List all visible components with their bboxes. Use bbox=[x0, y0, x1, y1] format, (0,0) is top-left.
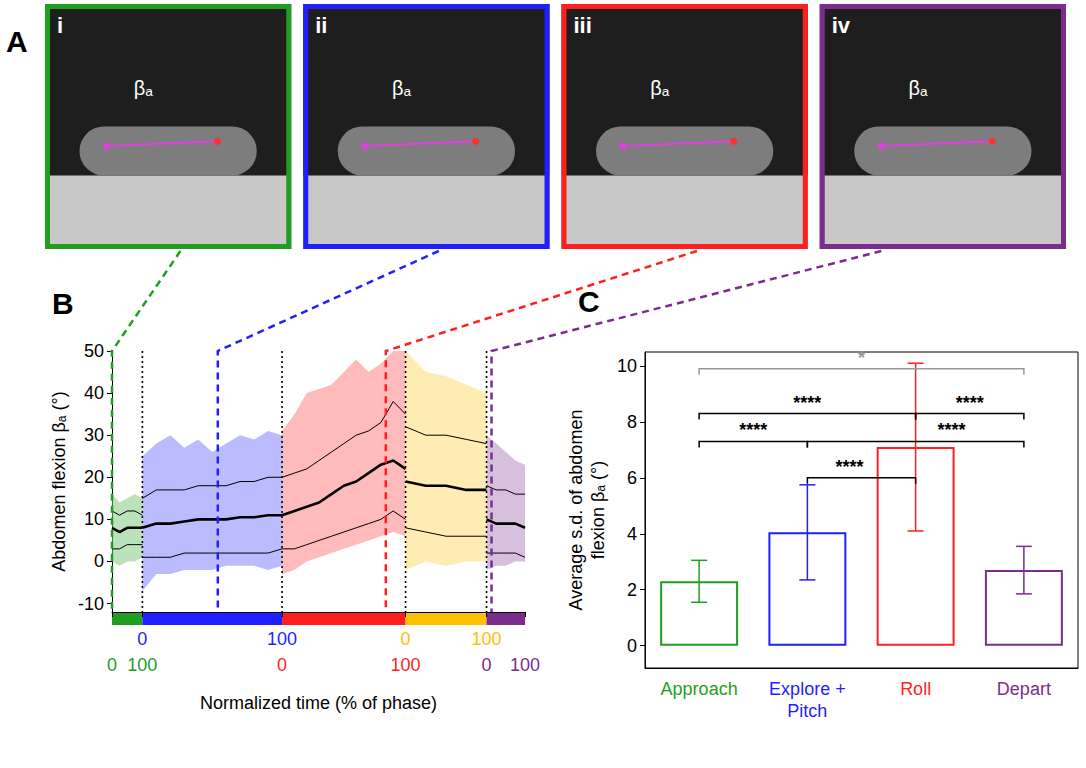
svg-text:****: **** bbox=[938, 420, 966, 440]
svg-text:Approach: Approach bbox=[661, 679, 738, 699]
svg-text:Depart: Depart bbox=[997, 679, 1051, 699]
svg-text:40: 40 bbox=[84, 383, 104, 403]
svg-text:0: 0 bbox=[137, 629, 147, 649]
svg-text:****: **** bbox=[956, 393, 984, 413]
svg-text:Pitch: Pitch bbox=[787, 701, 827, 721]
svg-text:βₐ: βₐ bbox=[392, 77, 412, 99]
svg-text:ii: ii bbox=[315, 13, 327, 38]
svg-text:Normalized time (% of phase): Normalized time (% of phase) bbox=[200, 693, 437, 713]
svg-text:100: 100 bbox=[127, 655, 157, 675]
svg-text:Explore +: Explore + bbox=[769, 679, 846, 699]
svg-text:0: 0 bbox=[94, 551, 104, 571]
svg-text:i: i bbox=[57, 13, 63, 38]
svg-text:100: 100 bbox=[391, 655, 421, 675]
svg-text:30: 30 bbox=[84, 425, 104, 445]
svg-text:50: 50 bbox=[84, 341, 104, 361]
svg-text:****: **** bbox=[835, 457, 863, 477]
svg-text:*: * bbox=[858, 348, 865, 368]
svg-text:****: **** bbox=[739, 420, 767, 440]
svg-text:flexion βₐ (°): flexion βₐ (°) bbox=[588, 461, 608, 559]
svg-text:4: 4 bbox=[627, 524, 637, 544]
svg-text:20: 20 bbox=[84, 467, 104, 487]
svg-text:B: B bbox=[52, 287, 74, 320]
svg-text:100: 100 bbox=[267, 629, 297, 649]
svg-text:βₐ: βₐ bbox=[134, 77, 154, 99]
svg-text:iii: iii bbox=[574, 13, 592, 38]
svg-text:A: A bbox=[6, 25, 28, 58]
svg-text:Average s.d. of abdomen: Average s.d. of abdomen bbox=[566, 410, 586, 611]
svg-text:0: 0 bbox=[107, 655, 117, 675]
svg-text:Abdomen flexion βₐ (°): Abdomen flexion βₐ (°) bbox=[49, 391, 69, 571]
svg-text:-10: -10 bbox=[78, 594, 104, 614]
svg-text:iv: iv bbox=[832, 13, 851, 38]
svg-text:0: 0 bbox=[482, 655, 492, 675]
svg-text:C: C bbox=[578, 285, 600, 318]
svg-text:100: 100 bbox=[472, 629, 502, 649]
svg-text:8: 8 bbox=[627, 412, 637, 432]
svg-text:2: 2 bbox=[627, 580, 637, 600]
svg-text:10: 10 bbox=[84, 509, 104, 529]
svg-text:βₐ: βₐ bbox=[908, 77, 928, 99]
svg-text:100: 100 bbox=[510, 655, 540, 675]
svg-text:0: 0 bbox=[627, 636, 637, 656]
svg-text:0: 0 bbox=[401, 629, 411, 649]
svg-text:10: 10 bbox=[617, 356, 637, 376]
svg-text:βₐ: βₐ bbox=[650, 77, 670, 99]
svg-text:Roll: Roll bbox=[900, 679, 931, 699]
svg-text:6: 6 bbox=[627, 468, 637, 488]
svg-text:****: **** bbox=[793, 393, 821, 413]
svg-text:0: 0 bbox=[277, 655, 287, 675]
